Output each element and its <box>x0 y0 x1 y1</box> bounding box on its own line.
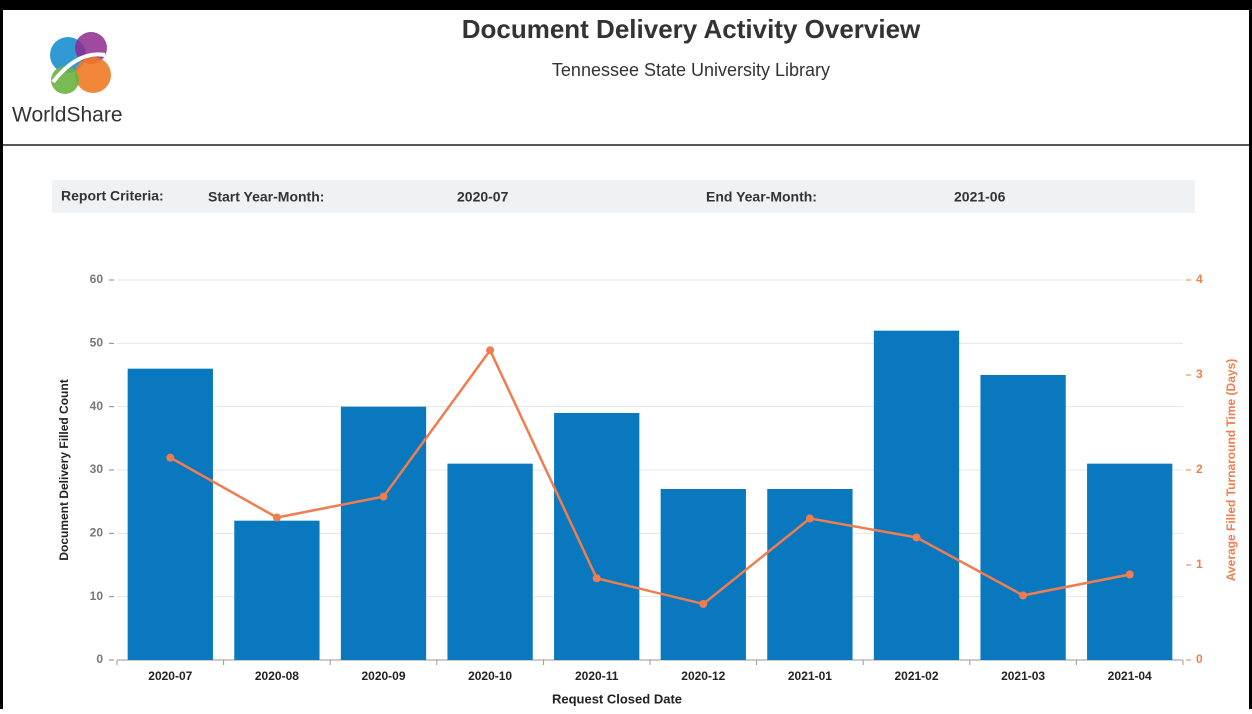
x-tick-label: 2020-10 <box>468 669 512 683</box>
bar <box>234 520 320 660</box>
y2-tick-label: 3 <box>1196 367 1203 381</box>
criteria-label: Report Criteria: <box>61 188 164 204</box>
line-point <box>592 574 601 583</box>
bar <box>127 368 213 660</box>
x-tick-label: 2021-04 <box>1108 669 1152 683</box>
bar <box>340 406 427 660</box>
x-tick-label: 2021-03 <box>1001 669 1045 683</box>
logo-text: WorldShare <box>12 104 123 127</box>
report-title: Document Delivery Activity Overview <box>462 14 921 44</box>
y-tick-label: 20 <box>90 526 104 540</box>
criteria-start-label: Start Year-Month: <box>208 189 324 205</box>
bar <box>1087 463 1173 660</box>
line-point <box>1125 570 1134 579</box>
y2-tick-label: 4 <box>1196 272 1203 286</box>
y-tick-label: 10 <box>90 589 104 603</box>
x-tick-label: 2020-11 <box>575 669 619 683</box>
y-tick-label: 60 <box>90 272 104 286</box>
criteria-end-label: End Year-Month: <box>706 189 817 205</box>
x-tick-label: 2020-07 <box>148 669 192 683</box>
line-point <box>699 599 708 608</box>
line-point <box>1019 591 1028 600</box>
y2-axis-title: Average Filled Turnaround Time (Days) <box>1224 359 1238 582</box>
y2-tick-label: 2 <box>1196 462 1203 476</box>
y-tick-label: 40 <box>90 399 104 413</box>
x-tick-label: 2021-02 <box>894 669 938 683</box>
y-tick-label: 0 <box>96 652 103 666</box>
y-axis-title: Document Delivery Filled Count <box>57 379 71 560</box>
x-tick-label: 2021-01 <box>788 669 832 683</box>
logo <box>50 32 111 94</box>
line-point <box>805 514 814 523</box>
bar <box>447 463 533 660</box>
line-point <box>379 492 388 501</box>
line <box>169 347 1130 606</box>
criteria-start-value: 2020-07 <box>457 189 509 205</box>
line-point <box>272 513 281 522</box>
report-subtitle: Tennessee State University Library <box>552 60 830 80</box>
bar <box>873 330 960 660</box>
bar <box>980 375 1066 660</box>
line-point <box>166 453 175 462</box>
bar <box>554 413 640 660</box>
x-axis-title: Request Closed Date <box>552 691 682 706</box>
y-tick-label: 30 <box>90 462 104 476</box>
x-tick-label: 2020-12 <box>681 669 725 683</box>
y-tick-label: 50 <box>90 336 104 350</box>
line-point <box>912 533 921 542</box>
x-tick-label: 2020-09 <box>361 669 405 683</box>
criteria-bar <box>52 180 1195 213</box>
report: WorldShare Document Delivery Activity Ov… <box>3 14 1249 706</box>
y2-tick-label: 0 <box>1196 652 1203 666</box>
x-tick-label: 2020-08 <box>255 669 299 683</box>
y2-tick-label: 1 <box>1196 557 1203 571</box>
line-point <box>486 346 495 355</box>
bar <box>660 489 746 660</box>
criteria-end-value: 2021-06 <box>954 189 1006 205</box>
